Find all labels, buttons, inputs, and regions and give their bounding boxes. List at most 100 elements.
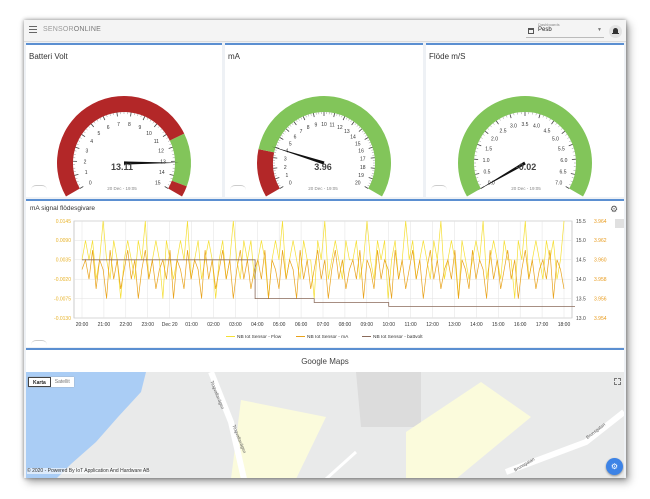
fullscreen-icon[interactable] [614, 378, 621, 385]
gauge-tick-label: 11 [154, 139, 159, 145]
gauge-minor-tick [167, 184, 170, 186]
gauge-tick [570, 173, 575, 175]
gauge-minor-tick [83, 131, 86, 133]
gauge-tick [561, 130, 566, 135]
gauge-panel-battery: Batteri Volt 0123456789101112131415 13.1… [26, 43, 222, 197]
gauge-minor-tick [152, 121, 155, 124]
gauge-tick [75, 146, 80, 149]
series-line-flow [81, 220, 565, 299]
gauge-title: Batteri Volt [29, 52, 68, 61]
gauge-tick-label: 1 [286, 173, 289, 179]
map-type-karta-button[interactable]: Karta [28, 377, 51, 387]
gauge-minor-tick [308, 114, 310, 117]
gauge-minor-tick [310, 113, 312, 116]
y-right-tick-label: 3.964 [594, 219, 607, 225]
gauge-minor-tick [487, 128, 490, 130]
gauge-minor-tick [506, 115, 508, 118]
gauge-tick-label: 15 [355, 141, 361, 147]
gauge-minor-tick [490, 125, 492, 128]
chart-legend-ma[interactable]: NB Iot Sensor - mA [296, 335, 348, 340]
gauge-tick-label: 1.0 [483, 158, 490, 164]
gauge-tick [130, 112, 132, 117]
gauge-minor-tick [166, 137, 169, 139]
gauge-tick-label: 5.0 [552, 136, 559, 142]
gear-icon[interactable]: ⚙ [610, 204, 619, 214]
bell-icon[interactable] [609, 25, 622, 38]
gauge-tick-label: 4 [90, 139, 93, 145]
y-left-tick-label: 0.0090 [56, 238, 72, 244]
gauge-tick [313, 113, 315, 118]
hamburger-icon[interactable] [29, 26, 37, 35]
x-tick-label: 10:00 [382, 322, 395, 328]
cloud-icon [230, 185, 246, 190]
gauge-needle [477, 161, 526, 191]
gauge-value: 13.11 [110, 162, 134, 172]
x-tick-label: 23:00 [141, 322, 154, 328]
gauge-minor-tick [76, 143, 79, 145]
cloud-icon [431, 185, 447, 190]
y-mid-tick-label: 14.5 [576, 258, 586, 264]
gauge-tick-label: 7.0 [555, 180, 562, 186]
y-right-tick-label: 3.958 [594, 277, 607, 283]
gauge-band [258, 95, 391, 197]
gauge-minor-tick [371, 175, 374, 177]
gauge-tick-label: 19 [358, 173, 364, 179]
gauge-value: 3.96 [314, 162, 332, 172]
map-type-satellit-button[interactable]: Satellit [54, 379, 70, 385]
gauge-minor-tick [338, 114, 340, 117]
x-tick-label: 07:00 [317, 322, 330, 328]
dashboard-select-value: Pesb [538, 27, 552, 33]
dashboard-select[interactable]: Pesb ▼ [526, 27, 604, 38]
gauge-minor-tick [569, 140, 572, 142]
gauge-tick-label: 5.5 [558, 147, 565, 153]
gauge-minor-tick [282, 132, 285, 135]
gauge-minor-tick [558, 125, 560, 128]
x-tick-label: 16:00 [514, 322, 527, 328]
battery-gauge: 0123456789101112131415 [57, 96, 192, 197]
y-left-tick-label: 0.0145 [56, 219, 72, 225]
gauge-minor-tick [336, 113, 338, 116]
gauge-tick-label: 6.0 [560, 158, 567, 164]
gauge-tick-label: 18 [360, 165, 366, 171]
gauge-minor-tick [278, 185, 281, 187]
ma-gauge: 01234567891011121314151617181920 [257, 95, 391, 197]
x-tick-label: 01:00 [185, 322, 198, 328]
gauge-tick [477, 143, 482, 147]
gauge-tick [293, 121, 297, 126]
chart-plot-area: 20:00 21:00 22:00 23:00 Dec 20 01:00 02:00 03:0… [54, 219, 607, 328]
y-left-tick-label: -0.0130 [54, 316, 71, 322]
maps-panel: Google Maps Tingvallavägen Tingvallaväge… [26, 348, 624, 478]
gauge-minor-tick [106, 115, 108, 118]
gauge-minor-tick [341, 115, 343, 118]
gauge-minor-tick [367, 185, 370, 187]
gauge-tick [279, 137, 284, 140]
y-right-tick-label: 3.956 [594, 296, 607, 302]
gauge-minor-tick [75, 177, 78, 179]
gauge-minor-tick [274, 175, 277, 177]
gauge-tick-label: 6 [294, 135, 297, 141]
gauge-timestamp: 20 Dec - 19:05 [308, 186, 338, 191]
gauge-minor-tick [476, 177, 479, 179]
gauge-minor-tick [542, 115, 544, 118]
gauge-tick-label: 5 [289, 141, 292, 147]
gauge-tick-label: 20 [355, 180, 361, 186]
x-tick-label: 02:00 [207, 322, 220, 328]
gauge-tick [116, 112, 118, 117]
gauge-minor-tick [276, 180, 279, 182]
gauge-minor-tick [170, 177, 173, 179]
gauge-tick-label: 3.0 [510, 124, 517, 130]
settings-fab-gear-icon[interactable]: ⚙ [606, 458, 623, 475]
y-right-tick-label: 3.960 [594, 258, 607, 264]
x-tick-label: 06:00 [295, 322, 308, 328]
chart-legend-flow[interactable]: NB Iot Sensor - Flow [226, 335, 281, 340]
gauge-minor-tick [363, 132, 366, 135]
chart-scrollbar[interactable] [615, 219, 624, 228]
gauge-tick [164, 186, 169, 189]
chart-legend-battvolt[interactable]: NB Iot Sensor - battvolt [362, 335, 423, 340]
gauge-tick-label: 4.5 [543, 129, 550, 135]
map-view[interactable]: Tingvallavägen Tingvallavägen Brunsgatan… [26, 372, 624, 478]
y-right-tick-label: 3.954 [594, 316, 607, 322]
gauge-minor-tick [291, 123, 294, 126]
dashboard-icon [528, 28, 534, 34]
gauge-tick [364, 186, 369, 189]
